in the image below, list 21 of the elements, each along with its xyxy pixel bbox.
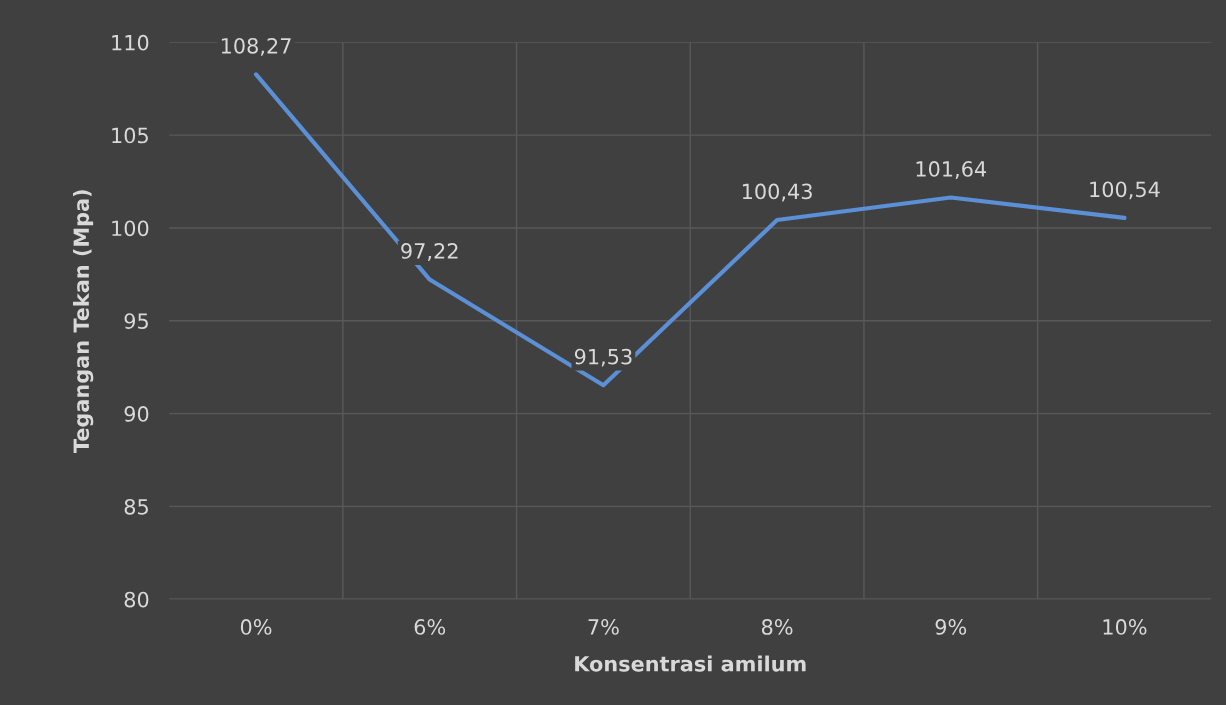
y-tick-label: 90 bbox=[124, 406, 149, 422]
data-label: 100,54 bbox=[1090, 181, 1160, 200]
x-tick-label: 6% bbox=[414, 619, 446, 635]
y-tick-label: 80 bbox=[124, 591, 149, 608]
y-tick-label: 110 bbox=[112, 34, 149, 51]
data-label: 91,53 bbox=[574, 348, 632, 367]
data-label: 97,22 bbox=[401, 243, 458, 261]
y-tick-label: 85 bbox=[124, 498, 148, 515]
x-axis-title: Konsentrasi amilum bbox=[575, 655, 806, 672]
x-tick-label: 10% bbox=[1103, 619, 1147, 635]
y-axis-title: Tegangan Tekan (Mpa) bbox=[72, 190, 94, 454]
y-tick-label: 95 bbox=[124, 313, 148, 329]
x-tick-label: 8% bbox=[761, 619, 793, 635]
x-tick-label: 7% bbox=[588, 619, 619, 635]
y-tick-label: 100 bbox=[112, 220, 149, 237]
data-label: 108,27 bbox=[221, 37, 291, 56]
data-label: 101,64 bbox=[916, 161, 987, 179]
x-tick-label: 9% bbox=[935, 619, 967, 635]
y-tick-label: 105 bbox=[112, 127, 148, 144]
data-label: 100,43 bbox=[742, 183, 812, 202]
x-tick-label: 0% bbox=[240, 619, 272, 635]
